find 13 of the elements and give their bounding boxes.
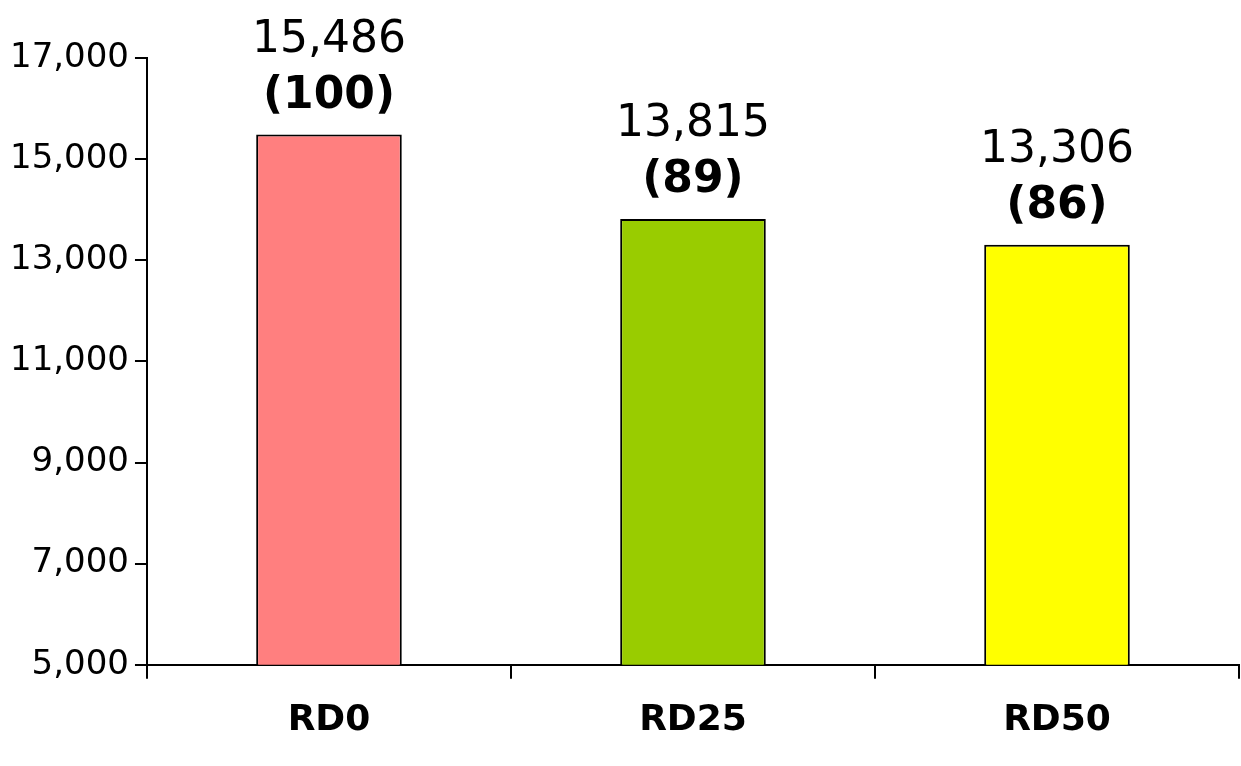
x-tick-label: RD25 <box>639 696 747 738</box>
y-tick-label: 17,000 <box>10 34 129 75</box>
y-tick-label: 13,000 <box>10 237 129 278</box>
data-label: 13,306 (86) <box>980 120 1134 228</box>
y-tick-label: 9,000 <box>31 439 129 480</box>
x-tick-label: RD50 <box>1003 696 1111 738</box>
x-tick-label: RD0 <box>287 696 371 738</box>
data-label: 15,486 (100) <box>251 10 406 118</box>
y-tick-label: 5,000 <box>31 641 129 682</box>
y-tick-label: 15,000 <box>10 135 129 176</box>
data-label: 13,815 (89) <box>616 95 770 203</box>
y-tick-label: 7,000 <box>31 540 129 581</box>
y-tick-label: 11,000 <box>10 338 129 379</box>
